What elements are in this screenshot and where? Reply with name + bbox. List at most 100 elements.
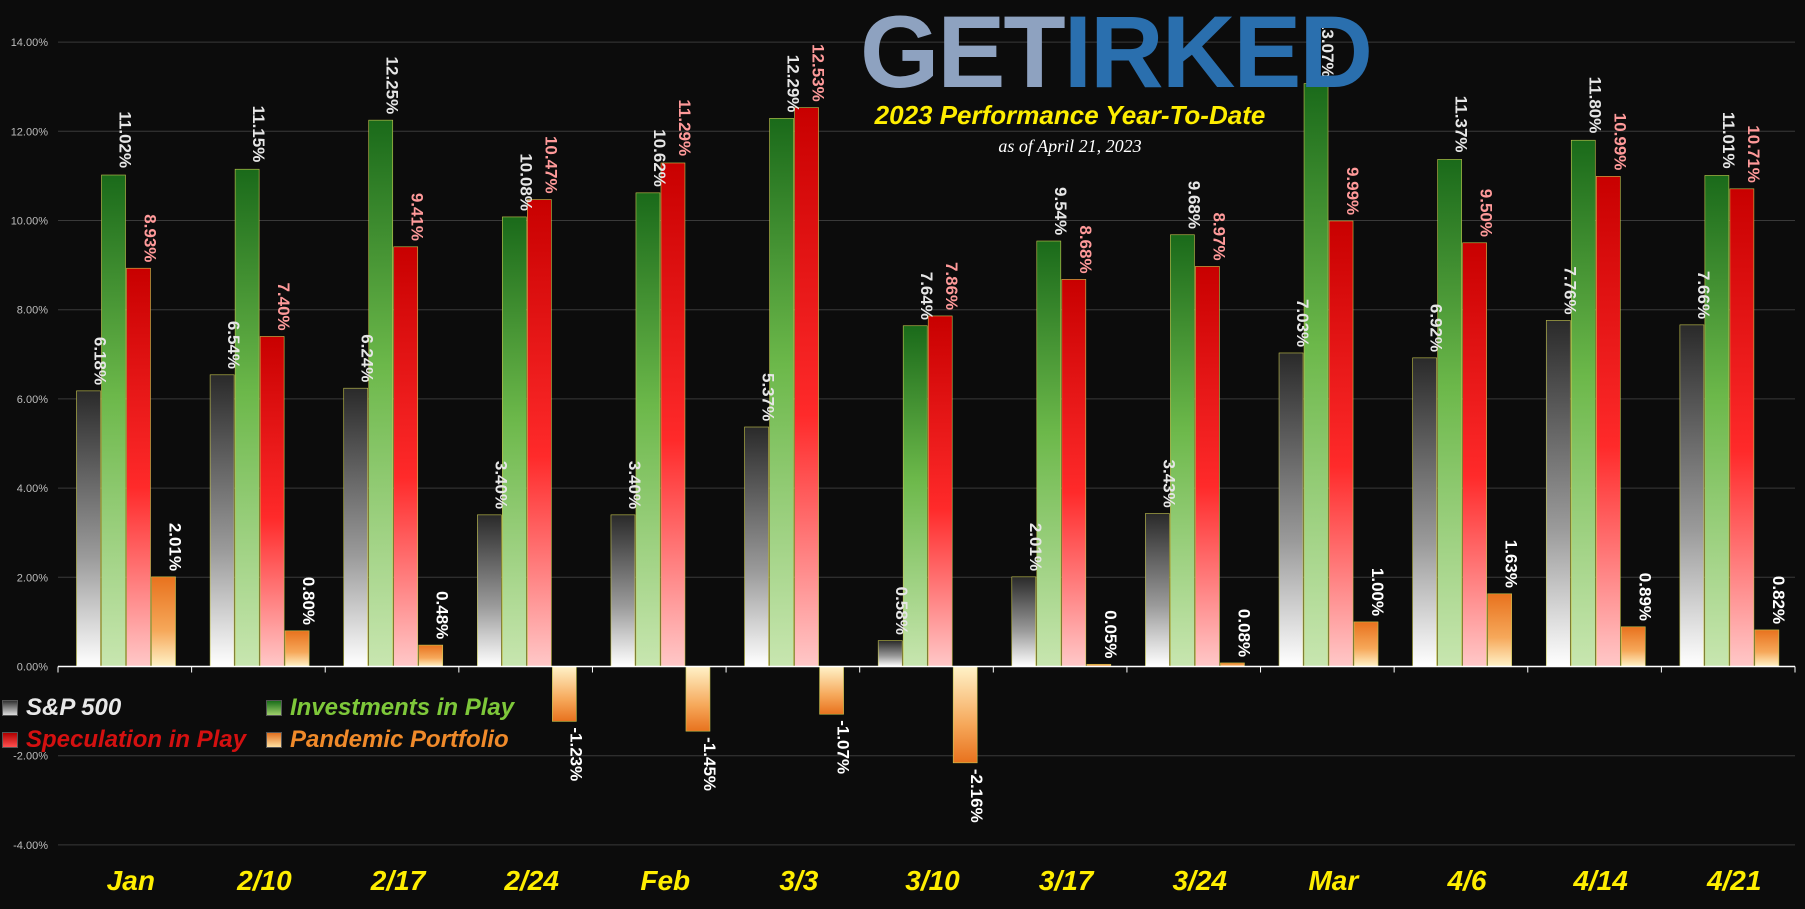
y-tick-label: 6.00%	[17, 394, 48, 406]
bar-sp500	[76, 390, 101, 667]
bar-label-speculation: 8.93%	[141, 214, 160, 262]
legend-item-investments: Investments in Play	[266, 694, 514, 722]
y-tick-label: -4.00%	[13, 840, 48, 852]
bar-sp500	[209, 374, 235, 667]
y-axis-tick-labels: -4.00% -2.00% 0.00% 2.00% 4.00% 6.00% 8.00% 10.…	[11, 37, 49, 852]
bar-label-speculation: 10.47%	[541, 136, 560, 194]
bar-investments	[502, 216, 527, 667]
bar-sp500	[1679, 324, 1705, 667]
bar-label-pandemic: 0.80%	[299, 577, 318, 625]
bar-label-sp500: 7.76%	[1560, 266, 1579, 314]
bar-label-investments: 11.15%	[249, 106, 268, 163]
bar-label-speculation: 10.99%	[1610, 113, 1629, 171]
as-of-date: as of April 21, 2023	[998, 136, 1142, 156]
bar-label-pandemic: -1.23%	[566, 727, 585, 781]
y-tick-label: 10.00%	[11, 216, 49, 228]
bar-label-pandemic: 0.05%	[1101, 610, 1120, 658]
category-label: Jan	[107, 865, 155, 896]
bar-speculation	[126, 267, 151, 667]
bar-label-investments: 11.02%	[116, 111, 135, 168]
category-label: 4/6	[1446, 865, 1486, 896]
category-label: Mar	[1308, 865, 1360, 896]
bar-label-investments: 9.54%	[1051, 187, 1070, 235]
bar-investments	[1437, 159, 1462, 667]
bar-sp500	[744, 426, 769, 667]
bar-investments	[234, 168, 260, 667]
bar-investments	[368, 119, 394, 667]
bar-speculation	[794, 107, 819, 667]
bar-speculation	[259, 336, 285, 667]
bar-label-investments: 12.25%	[383, 57, 402, 115]
y-tick-label: -2.00%	[13, 751, 48, 763]
bar-speculation	[393, 246, 419, 667]
bar-label-speculation: 12.53%	[809, 44, 828, 102]
bar-speculation	[527, 199, 552, 667]
bars	[76, 83, 1780, 764]
bar-investments	[101, 174, 126, 667]
legend-label-pandemic: Pandemic Portfolio	[290, 726, 509, 753]
bar-sp500	[877, 640, 903, 667]
bar-label-investments: 11.01%	[1719, 112, 1738, 169]
bar-investments	[635, 192, 661, 667]
bar-pandemic	[819, 666, 844, 715]
bar-investments	[1303, 83, 1329, 667]
bar-label-speculation: 8.97%	[1209, 212, 1228, 260]
y-tick-label: 0.00%	[17, 662, 48, 674]
legend-swatch-investments	[266, 700, 282, 716]
logo-get: GET	[860, 0, 1066, 109]
bar-label-pandemic: 1.00%	[1368, 568, 1387, 616]
legend-label-speculation: Speculation in Play	[26, 726, 247, 753]
bar-investments	[1570, 139, 1596, 667]
bar-label-pandemic: 1.63%	[1502, 540, 1521, 588]
legend-item-sp500: S&P 500	[2, 694, 121, 722]
x-axis	[57, 665, 1796, 673]
bar-label-speculation: 7.40%	[274, 282, 293, 330]
category-label: 2/10	[236, 865, 292, 896]
bar-value-labels: 6.18% 11.02% 8.93% 2.01% 6.54% 11.15% 7.40% 0.8…	[91, 20, 1788, 823]
legend-swatch-sp500	[2, 700, 18, 716]
bar-pandemic	[952, 666, 978, 764]
bar-label-speculation: 10.71%	[1744, 125, 1763, 183]
category-label: Feb	[640, 865, 690, 896]
legend-swatch-speculation	[2, 732, 18, 748]
bar-label-speculation: 11.29%	[675, 99, 694, 156]
logo-irked: IRKED	[1063, 0, 1373, 109]
bar-label-speculation: 9.41%	[408, 193, 427, 241]
bar-label-sp500: 2.01%	[1026, 523, 1045, 571]
bar-speculation	[1328, 220, 1354, 667]
legend: S&P 500 Investments in Play Speculation …	[0, 692, 560, 762]
bar-pandemic	[1353, 621, 1379, 667]
bar-label-investments: 11.37%	[1452, 96, 1471, 153]
bar-speculation	[1195, 266, 1220, 667]
bar-label-investments: 10.08%	[516, 153, 535, 211]
legend-label-investments: Investments in Play	[290, 694, 515, 721]
category-label: 2/17	[370, 865, 427, 896]
bar-label-speculation: 8.68%	[1076, 225, 1095, 273]
bar-pandemic	[418, 644, 444, 667]
bar-investments	[1704, 175, 1730, 667]
category-label: 4/14	[1572, 865, 1628, 896]
bar-sp500	[1145, 513, 1170, 667]
bar-speculation	[1061, 279, 1087, 667]
bar-label-sp500: 6.24%	[358, 334, 377, 382]
bar-pandemic	[1487, 593, 1512, 667]
bar-label-speculation: 9.99%	[1343, 167, 1362, 215]
y-tick-label: 14.00%	[11, 37, 49, 49]
bar-label-sp500: 3.40%	[625, 461, 644, 509]
bar-label-sp500: 7.03%	[1293, 299, 1312, 347]
bar-investments	[1170, 234, 1195, 667]
bar-label-sp500: 6.18%	[91, 337, 110, 385]
bar-label-investments: 7.64%	[917, 272, 936, 320]
bar-pandemic	[685, 666, 711, 732]
bar-sp500	[343, 387, 369, 667]
bar-label-sp500: 0.58%	[892, 587, 911, 635]
bar-sp500	[1545, 320, 1571, 667]
bar-label-investments: 9.68%	[1184, 181, 1203, 229]
bar-pandemic	[1754, 629, 1780, 667]
category-label: 4/21	[1706, 865, 1762, 896]
bar-label-pandemic: 0.82%	[1769, 576, 1788, 624]
bar-speculation	[660, 162, 686, 667]
bar-sp500	[1412, 357, 1437, 667]
category-labels: Jan 2/10 2/17 2/24 Feb 3/3 3/10 3/17 3/24 Mar 4/6 4…	[107, 865, 1762, 896]
